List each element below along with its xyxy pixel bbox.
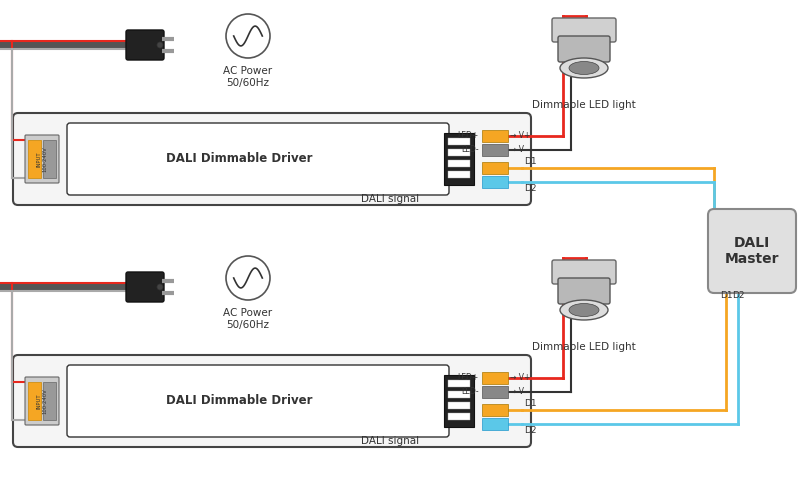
Bar <box>482 144 508 156</box>
Bar <box>444 375 474 427</box>
Text: → V+: → V+ <box>510 131 530 141</box>
FancyBboxPatch shape <box>552 260 616 284</box>
Bar <box>448 138 470 145</box>
Bar <box>482 372 508 384</box>
Bar <box>482 162 508 174</box>
Text: Dimmable LED light: Dimmable LED light <box>532 100 636 110</box>
FancyBboxPatch shape <box>13 355 531 447</box>
Text: AC Power
50/60Hz: AC Power 50/60Hz <box>224 308 273 329</box>
Text: DALI signal: DALI signal <box>361 436 419 446</box>
Text: INPUT
100-240V: INPUT 100-240V <box>37 146 47 172</box>
FancyBboxPatch shape <box>67 123 449 195</box>
Text: D2: D2 <box>524 426 537 435</box>
Text: LED-: LED- <box>461 387 479 396</box>
Text: D1: D1 <box>719 291 732 300</box>
Bar <box>448 149 470 156</box>
Bar <box>448 391 470 398</box>
Text: → V-: → V- <box>510 145 526 155</box>
Bar <box>448 160 470 167</box>
Ellipse shape <box>560 58 608 78</box>
Text: AC Power
50/60Hz: AC Power 50/60Hz <box>224 66 273 88</box>
FancyBboxPatch shape <box>13 113 531 205</box>
FancyBboxPatch shape <box>558 36 610 62</box>
FancyBboxPatch shape <box>25 135 59 183</box>
Text: Dimmable LED light: Dimmable LED light <box>532 342 636 352</box>
FancyBboxPatch shape <box>67 365 449 437</box>
FancyBboxPatch shape <box>558 278 610 304</box>
Bar <box>28 140 41 178</box>
Text: DALI Dimmable Driver: DALI Dimmable Driver <box>166 152 313 165</box>
Text: LED+: LED+ <box>458 373 479 383</box>
Text: DALI signal: DALI signal <box>361 194 419 204</box>
Text: D2: D2 <box>524 184 537 193</box>
Ellipse shape <box>560 300 608 320</box>
FancyBboxPatch shape <box>126 272 164 302</box>
Bar <box>444 133 474 185</box>
Bar <box>482 418 508 430</box>
Circle shape <box>157 42 163 48</box>
Bar <box>28 382 41 420</box>
Ellipse shape <box>569 61 599 75</box>
Bar <box>448 171 470 178</box>
Bar <box>482 404 508 416</box>
FancyBboxPatch shape <box>25 377 59 425</box>
Bar <box>448 380 470 387</box>
Bar <box>43 382 56 420</box>
Bar <box>43 140 56 178</box>
Bar <box>482 176 508 188</box>
FancyBboxPatch shape <box>708 209 796 293</box>
Text: D2: D2 <box>731 291 744 300</box>
Text: INPUT
100-240V: INPUT 100-240V <box>37 388 47 414</box>
Text: DALI Dimmable Driver: DALI Dimmable Driver <box>166 394 313 407</box>
Ellipse shape <box>569 304 599 317</box>
Bar <box>448 402 470 409</box>
FancyBboxPatch shape <box>126 30 164 60</box>
FancyBboxPatch shape <box>552 18 616 42</box>
Text: LED+: LED+ <box>458 131 479 141</box>
Text: LED-: LED- <box>461 145 479 155</box>
Circle shape <box>157 284 163 290</box>
Bar <box>482 386 508 398</box>
Text: D1: D1 <box>524 157 537 166</box>
Text: D1: D1 <box>524 399 537 408</box>
Text: → V-: → V- <box>510 387 526 396</box>
Text: DALI
Master: DALI Master <box>725 236 780 266</box>
Bar <box>482 130 508 142</box>
Bar <box>448 413 470 420</box>
Text: → V+: → V+ <box>510 373 530 383</box>
